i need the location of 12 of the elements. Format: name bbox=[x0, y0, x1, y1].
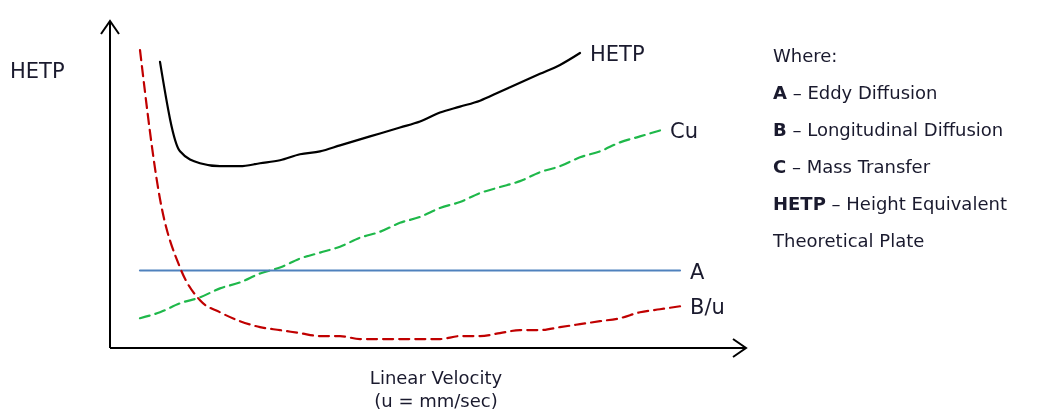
y-axis-title: HETP bbox=[10, 59, 65, 83]
series-label: A bbox=[690, 259, 705, 284]
text: A – Eddy Diffusion bbox=[773, 82, 938, 103]
text: Theoretical Plate bbox=[772, 230, 925, 251]
series-label: HETP bbox=[590, 41, 645, 66]
text: C – Mass Transfer bbox=[773, 156, 931, 177]
series-label: Cu bbox=[670, 119, 698, 144]
x-axis-title: Linear Velocity (u = mm/sec) bbox=[369, 367, 503, 411]
text: B – Longitudinal Diffusion bbox=[773, 119, 1004, 140]
text: Where: bbox=[773, 45, 838, 66]
series-label: B/u bbox=[690, 295, 725, 320]
text: HETP – Height Equivalent bbox=[773, 193, 1007, 214]
